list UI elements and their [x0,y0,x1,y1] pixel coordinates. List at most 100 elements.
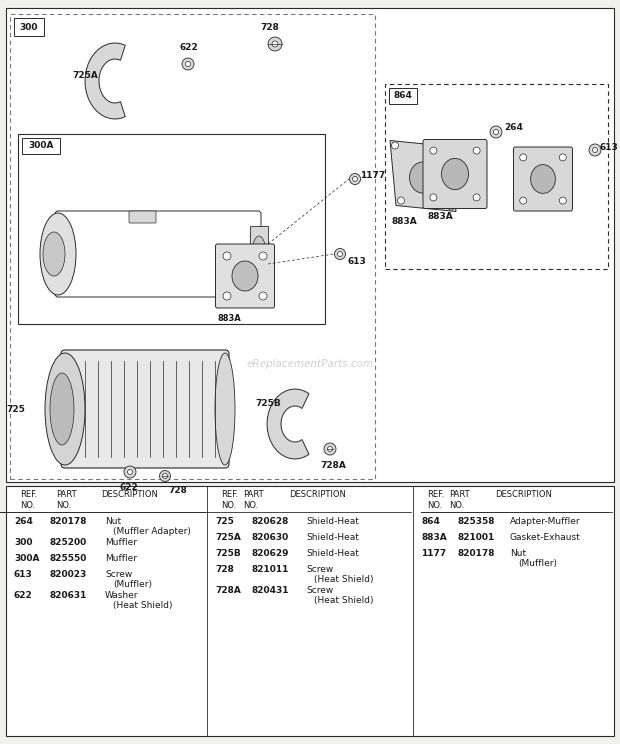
Text: 728A: 728A [320,461,346,470]
Text: 864: 864 [394,92,412,100]
Text: Shield-Heat: Shield-Heat [306,517,359,526]
Circle shape [589,144,601,156]
Circle shape [272,41,278,47]
Ellipse shape [215,353,235,465]
Text: 300A: 300A [14,554,40,563]
Circle shape [559,197,566,204]
Ellipse shape [50,373,74,445]
Circle shape [259,292,267,300]
Text: 820630: 820630 [251,533,288,542]
Text: 728: 728 [215,565,234,574]
Circle shape [559,154,566,161]
Text: 825200: 825200 [50,538,87,547]
Bar [14,18,44,36]
Circle shape [182,58,194,70]
Text: 622: 622 [180,43,199,52]
Bar [385,84,608,269]
Ellipse shape [232,261,258,291]
Text: 300A: 300A [29,141,54,150]
Text: 825358: 825358 [457,517,495,526]
Ellipse shape [45,353,85,465]
Text: 725A: 725A [215,533,241,542]
Text: Shield-Heat: Shield-Heat [306,533,359,542]
Text: 864: 864 [421,517,440,526]
Text: Nut: Nut [105,517,121,526]
Text: Screw: Screw [306,565,334,574]
Text: 820431: 820431 [251,586,288,595]
Circle shape [430,147,437,154]
Text: REF.
NO.: REF. NO. [20,490,37,510]
Ellipse shape [409,162,436,193]
Circle shape [494,129,498,135]
Bar [389,88,417,104]
Text: 820023: 820023 [50,570,87,579]
Text: PART
NO.: PART NO. [449,490,469,510]
Circle shape [391,142,399,149]
Text: 825550: 825550 [50,554,87,563]
Text: 728: 728 [260,23,279,32]
Circle shape [128,469,133,475]
Ellipse shape [40,213,76,295]
Text: 622: 622 [14,591,33,600]
Circle shape [335,248,345,260]
Bar [22,138,60,154]
Text: 821001: 821001 [457,533,494,542]
Text: PART
NO.: PART NO. [56,490,77,510]
Text: 622: 622 [120,483,139,492]
Circle shape [324,443,336,455]
Circle shape [327,446,332,452]
Ellipse shape [252,236,266,272]
Text: Nut: Nut [510,549,526,558]
Text: 264: 264 [504,124,523,132]
Text: 300: 300 [14,538,32,547]
Bar [10,14,375,479]
Text: (Muffler): (Muffler) [518,559,557,568]
Text: Screw: Screw [105,570,132,579]
Text: 821011: 821011 [251,565,288,574]
Text: 725: 725 [6,405,25,414]
Text: 820178: 820178 [50,517,87,526]
Circle shape [350,173,360,185]
Text: 820629: 820629 [251,549,288,558]
Text: 728: 728 [168,486,187,495]
Text: 1177: 1177 [360,170,385,179]
Text: Muffler: Muffler [105,554,137,563]
Circle shape [353,176,358,182]
Text: (Heat Shield): (Heat Shield) [113,601,172,610]
Text: REF.
NO.: REF. NO. [221,490,238,510]
Ellipse shape [531,164,556,193]
Circle shape [268,37,282,51]
Text: (Heat Shield): (Heat Shield) [314,596,373,605]
Circle shape [159,470,170,481]
Text: Screw: Screw [306,586,334,595]
Polygon shape [267,389,309,459]
Circle shape [520,154,527,161]
Circle shape [430,194,437,201]
Text: 264: 264 [14,517,33,526]
Text: 883A: 883A [392,217,418,226]
Circle shape [473,147,480,154]
Text: 725A: 725A [72,71,98,80]
Text: Shield-Heat: Shield-Heat [306,549,359,558]
Text: 883A: 883A [421,533,447,542]
Circle shape [448,203,454,210]
Text: 613: 613 [14,570,33,579]
Circle shape [162,473,167,478]
Ellipse shape [441,158,469,190]
FancyBboxPatch shape [513,147,572,211]
FancyBboxPatch shape [216,244,275,308]
Text: Washer: Washer [105,591,138,600]
Bar [18,134,325,324]
Text: 820628: 820628 [251,517,288,526]
Bar [6,486,614,736]
Circle shape [441,148,448,155]
Text: (Heat Shield): (Heat Shield) [314,575,373,584]
Circle shape [593,147,598,153]
Circle shape [397,197,404,204]
Circle shape [473,194,480,201]
Text: (Muffler): (Muffler) [113,580,152,589]
Text: 728A: 728A [215,586,241,595]
Text: (Muffler Adapter): (Muffler Adapter) [113,527,191,536]
Text: 300: 300 [20,22,38,31]
Text: 613: 613 [348,257,367,266]
